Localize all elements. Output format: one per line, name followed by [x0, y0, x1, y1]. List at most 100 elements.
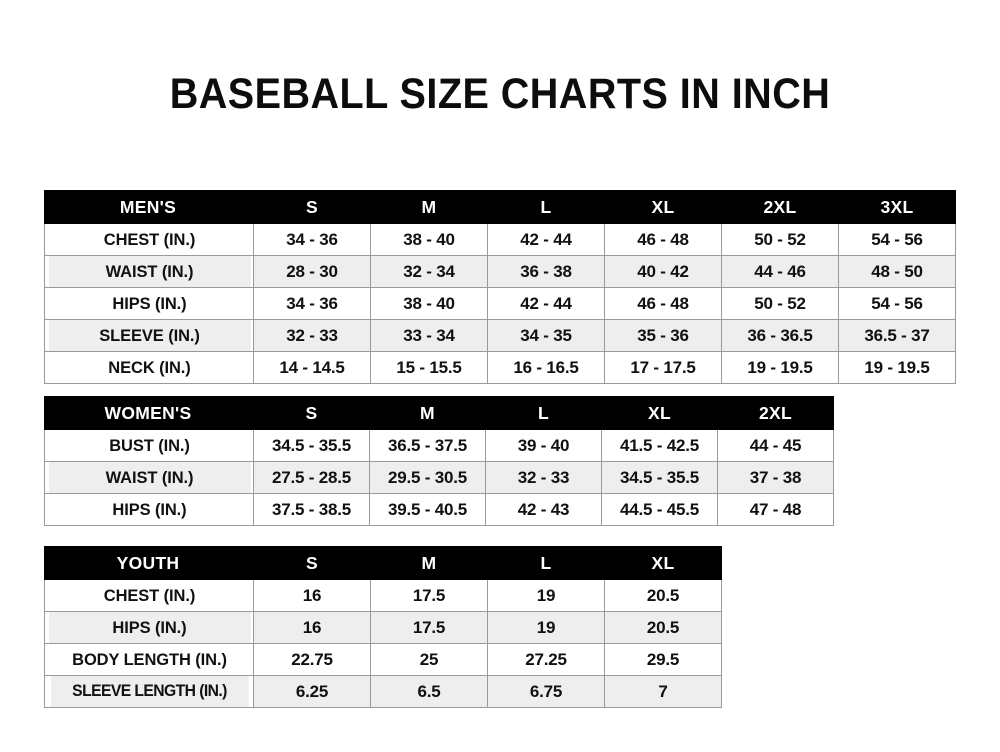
womens-category-header: WOMEN'S — [44, 396, 254, 430]
cell-value: 36.5 - 37 — [838, 319, 956, 352]
womens-size-table: WOMEN'S S M L XL 2XL BUST (IN.) 34.5 - 3… — [44, 396, 834, 526]
row-label: WAIST (IN.) — [47, 255, 251, 288]
mens-size-header-xl: XL — [604, 190, 722, 224]
cell-value: 29.5 — [604, 643, 722, 676]
table-row: WAIST (IN.) 28 - 30 32 - 34 36 - 38 40 -… — [45, 255, 956, 288]
mens-size-table: MEN'S S M L XL 2XL 3XL CHEST (IN.) 34 - … — [44, 190, 956, 384]
row-label: BUST (IN.) — [47, 429, 251, 462]
cell-value: 34 - 36 — [253, 223, 371, 256]
table-row: HIPS (IN.) 34 - 36 38 - 40 42 - 44 46 - … — [45, 287, 956, 320]
cell-value: 46 - 48 — [604, 223, 722, 256]
cell-value: 37 - 38 — [717, 461, 834, 494]
table-row: CHEST (IN.) 16 17.5 19 20.5 — [45, 579, 722, 612]
cell-value: 32 - 34 — [370, 255, 488, 288]
cell-value: 16 - 16.5 — [487, 351, 605, 384]
cell-value: 32 - 33 — [253, 319, 371, 352]
cell-value: 25 — [370, 643, 488, 676]
cell-value: 20.5 — [604, 611, 722, 644]
womens-table-header: WOMEN'S S M L XL 2XL — [44, 396, 834, 430]
table-row: HIPS (IN.) 37.5 - 38.5 39.5 - 40.5 42 - … — [45, 493, 834, 526]
youth-size-header-xl: XL — [604, 546, 722, 580]
cell-value: 46 - 48 — [604, 287, 722, 320]
mens-size-header-s: S — [253, 190, 371, 224]
table-row: BUST (IN.) 34.5 - 35.5 36.5 - 37.5 39 - … — [45, 429, 834, 462]
cell-value: 36 - 36.5 — [721, 319, 839, 352]
cell-value: 28 - 30 — [253, 255, 371, 288]
header-row: WOMEN'S S M L XL 2XL — [44, 396, 834, 430]
cell-value: 32 - 33 — [485, 461, 602, 494]
youth-category-header: YOUTH — [44, 546, 254, 580]
row-label: BODY LENGTH (IN.) — [47, 643, 251, 676]
cell-value: 54 - 56 — [838, 287, 956, 320]
cell-value: 33 - 34 — [370, 319, 488, 352]
cell-value: 50 - 52 — [721, 287, 839, 320]
cell-value: 6.75 — [487, 675, 605, 708]
row-label: CHEST (IN.) — [47, 579, 251, 612]
row-label: HIPS (IN.) — [47, 287, 251, 320]
cell-value: 54 - 56 — [838, 223, 956, 256]
table-row: SLEEVE (IN.) 32 - 33 33 - 34 34 - 35 35 … — [45, 319, 956, 352]
youth-size-header-m: M — [370, 546, 488, 580]
cell-value: 6.25 — [253, 675, 371, 708]
cell-value: 42 - 43 — [485, 493, 602, 526]
row-label: HIPS (IN.) — [47, 611, 251, 644]
row-label: SLEEVE LENGTH (IN.) — [49, 675, 249, 708]
cell-value: 39 - 40 — [485, 429, 602, 462]
cell-value: 19 — [487, 579, 605, 612]
cell-value: 47 - 48 — [717, 493, 834, 526]
womens-size-header-s: S — [253, 396, 370, 430]
cell-value: 7 — [604, 675, 722, 708]
table-row: CHEST (IN.) 34 - 36 38 - 40 42 - 44 46 -… — [45, 223, 956, 256]
header-row: MEN'S S M L XL 2XL 3XL — [44, 190, 956, 224]
cell-value: 36.5 - 37.5 — [369, 429, 486, 462]
cell-value: 34 - 35 — [487, 319, 605, 352]
cell-value: 15 - 15.5 — [370, 351, 488, 384]
womens-size-header-m: M — [369, 396, 486, 430]
header-row: YOUTH S M L XL — [44, 546, 722, 580]
mens-size-header-l: L — [487, 190, 605, 224]
cell-value: 44 - 45 — [717, 429, 834, 462]
cell-value: 44.5 - 45.5 — [601, 493, 718, 526]
cell-value: 19 - 19.5 — [838, 351, 956, 384]
youth-size-header-l: L — [487, 546, 605, 580]
row-label: SLEEVE (IN.) — [47, 319, 251, 352]
cell-value: 19 - 19.5 — [721, 351, 839, 384]
page-title: BASEBALL SIZE CHARTS IN INCH — [169, 70, 831, 118]
cell-value: 16 — [253, 611, 371, 644]
cell-value: 22.75 — [253, 643, 371, 676]
cell-value: 36 - 38 — [487, 255, 605, 288]
womens-table-body: BUST (IN.) 34.5 - 35.5 36.5 - 37.5 39 - … — [45, 429, 834, 526]
table-row: NECK (IN.) 14 - 14.5 15 - 15.5 16 - 16.5… — [45, 351, 956, 384]
mens-table-body: CHEST (IN.) 34 - 36 38 - 40 42 - 44 46 -… — [45, 223, 956, 384]
cell-value: 38 - 40 — [370, 287, 488, 320]
cell-value: 42 - 44 — [487, 287, 605, 320]
womens-size-header-l: L — [485, 396, 602, 430]
mens-size-header-m: M — [370, 190, 488, 224]
cell-value: 38 - 40 — [370, 223, 488, 256]
row-label: HIPS (IN.) — [47, 493, 251, 526]
mens-size-header-2xl: 2XL — [721, 190, 839, 224]
cell-value: 27.25 — [487, 643, 605, 676]
cell-value: 16 — [253, 579, 371, 612]
row-label: WAIST (IN.) — [47, 461, 251, 494]
youth-size-header-s: S — [253, 546, 371, 580]
cell-value: 44 - 46 — [721, 255, 839, 288]
cell-value: 50 - 52 — [721, 223, 839, 256]
cell-value: 19 — [487, 611, 605, 644]
cell-value: 29.5 - 30.5 — [369, 461, 486, 494]
table-row: BODY LENGTH (IN.) 22.75 25 27.25 29.5 — [45, 643, 722, 676]
cell-value: 27.5 - 28.5 — [253, 461, 370, 494]
mens-size-header-3xl: 3XL — [838, 190, 956, 224]
youth-size-table: YOUTH S M L XL CHEST (IN.) 16 17.5 19 20… — [44, 546, 722, 708]
cell-value: 6.5 — [370, 675, 488, 708]
cell-value: 34 - 36 — [253, 287, 371, 320]
row-label: NECK (IN.) — [47, 351, 251, 384]
cell-value: 17.5 — [370, 611, 488, 644]
cell-value: 40 - 42 — [604, 255, 722, 288]
youth-table-body: CHEST (IN.) 16 17.5 19 20.5 HIPS (IN.) 1… — [45, 579, 722, 708]
table-row: HIPS (IN.) 16 17.5 19 20.5 — [45, 611, 722, 644]
cell-value: 17.5 — [370, 579, 488, 612]
womens-size-header-2xl: 2XL — [717, 396, 834, 430]
mens-category-header: MEN'S — [44, 190, 254, 224]
table-row: WAIST (IN.) 27.5 - 28.5 29.5 - 30.5 32 -… — [45, 461, 834, 494]
